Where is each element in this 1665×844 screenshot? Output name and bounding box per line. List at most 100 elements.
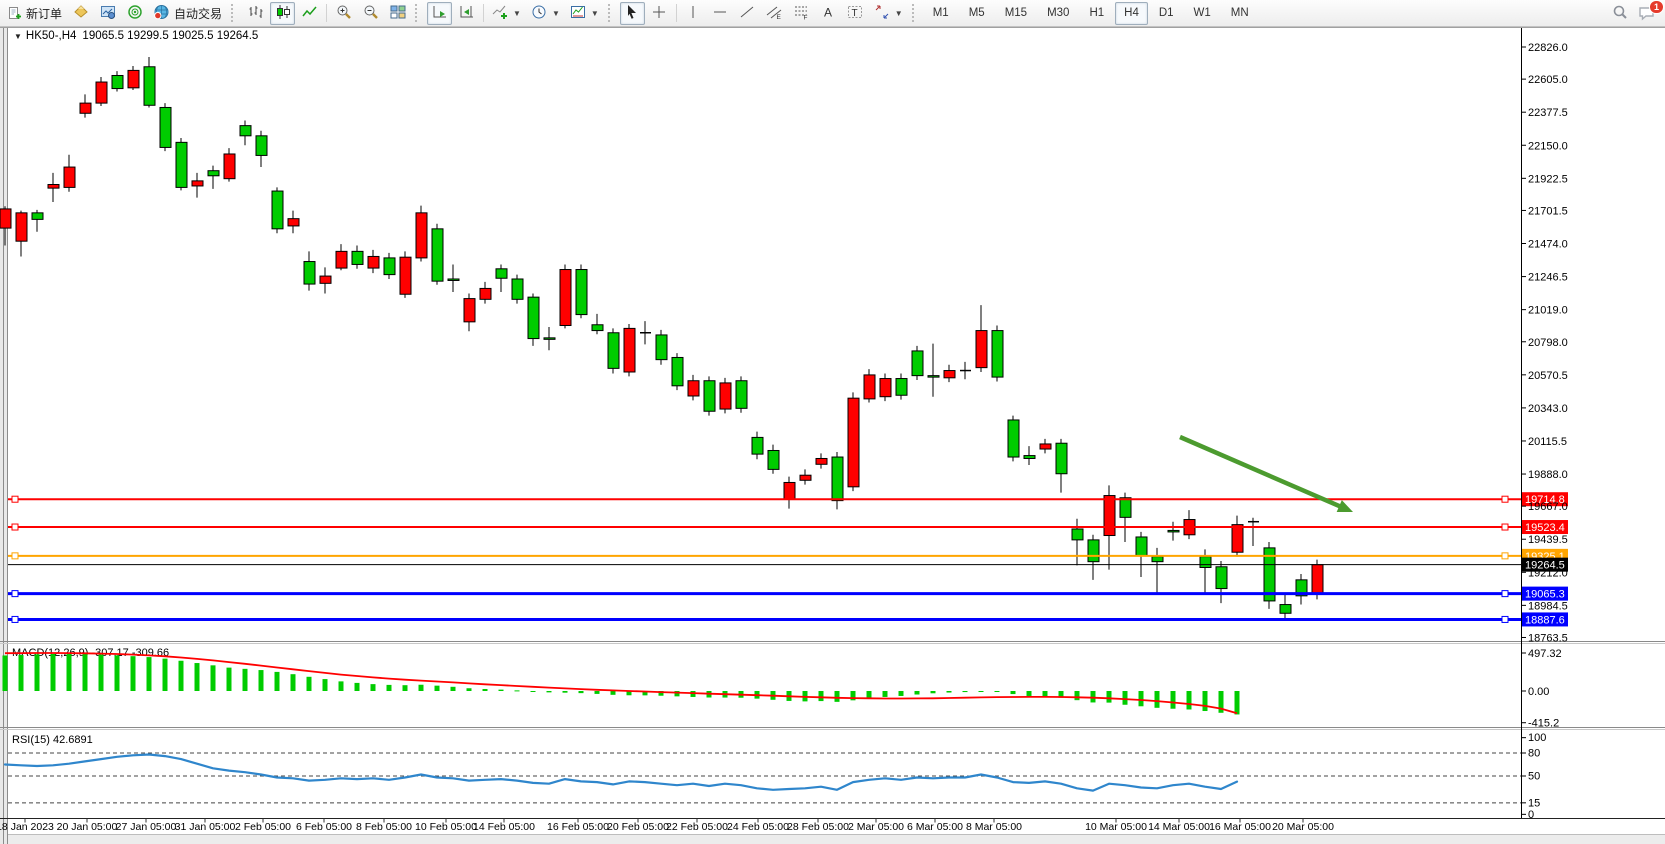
chart-shift-icon <box>459 4 475 23</box>
chevron-down-icon: ▼ <box>513 8 521 18</box>
svg-text:19523.4: 19523.4 <box>1525 522 1565 534</box>
svg-text:22377.5: 22377.5 <box>1528 107 1568 119</box>
templates-button[interactable]: ▼ <box>566 2 603 25</box>
symbols-button[interactable] <box>68 2 93 25</box>
tile-windows-button[interactable] <box>385 2 410 25</box>
channel-icon: E <box>766 4 782 23</box>
bar-chart-button[interactable] <box>243 2 268 25</box>
vertical-line-button[interactable] <box>681 2 706 25</box>
search-icon <box>1612 4 1628 23</box>
svg-text:F: F <box>804 14 808 20</box>
toolbar-separator <box>483 4 485 22</box>
text-icon: A <box>821 4 835 23</box>
new-order-label: 新订单 <box>26 6 63 21</box>
indicators-button[interactable]: ▼ <box>488 2 525 25</box>
auto-trading-icon <box>153 4 170 23</box>
svg-text:20 Jan 05:00: 20 Jan 05:00 <box>57 821 118 833</box>
tab-timeframe-H1[interactable]: H1 <box>1080 2 1113 25</box>
symbols-icon <box>73 4 89 23</box>
text-button[interactable]: A <box>816 2 841 25</box>
templates-icon <box>570 4 586 23</box>
market-watch-button[interactable] <box>95 2 120 25</box>
zoom-out-icon <box>363 4 379 23</box>
tab-timeframe-H4[interactable]: H4 <box>1115 1 1148 25</box>
toolbar-grip <box>607 4 614 22</box>
clock-icon <box>531 4 547 23</box>
svg-text:22 Feb 05:00: 22 Feb 05:00 <box>666 821 728 833</box>
svg-text:19888.0: 19888.0 <box>1528 469 1568 481</box>
periods-button[interactable]: ▼ <box>527 2 564 25</box>
tab-timeframe-D1[interactable]: D1 <box>1150 2 1183 25</box>
line-chart-icon <box>301 4 318 23</box>
notification-badge: 1 <box>1648 0 1664 14</box>
svg-text:18887.6: 18887.6 <box>1525 614 1565 626</box>
chevron-down-icon: ▼ <box>894 8 903 18</box>
svg-text:8 Feb 05:00: 8 Feb 05:00 <box>356 821 412 833</box>
toolbar-separator <box>675 4 677 22</box>
svg-text:31 Jan 05:00: 31 Jan 05:00 <box>175 821 236 833</box>
chart-shift-button[interactable] <box>454 2 479 25</box>
zoom-out-button[interactable] <box>358 2 383 25</box>
auto-trading-button[interactable]: 自动交易 <box>149 2 226 25</box>
toolbar-separator <box>326 4 328 22</box>
svg-text:21019.0: 21019.0 <box>1528 305 1568 317</box>
crosshair-icon <box>651 4 667 23</box>
fibonacci-button[interactable]: F <box>789 2 814 25</box>
svg-text:8 Mar 05:00: 8 Mar 05:00 <box>966 821 1022 833</box>
cursor-button[interactable] <box>619 1 645 25</box>
svg-text:-415.2: -415.2 <box>1528 718 1559 730</box>
svg-text:21246.5: 21246.5 <box>1528 272 1568 284</box>
tab-timeframe-MN[interactable]: MN <box>1222 2 1258 25</box>
svg-text:19264.5: 19264.5 <box>1525 560 1565 572</box>
svg-text:15: 15 <box>1528 797 1540 809</box>
crosshair-button[interactable] <box>647 2 672 25</box>
tab-timeframe-M30[interactable]: M30 <box>1038 2 1078 25</box>
svg-text:18984.5: 18984.5 <box>1528 600 1568 612</box>
text-label-icon: T <box>847 4 863 23</box>
zoom-in-button[interactable] <box>331 2 356 25</box>
tab-timeframe-M5[interactable]: M5 <box>960 2 994 25</box>
toolbar-grip <box>911 4 918 22</box>
market-watch-icon <box>100 4 116 23</box>
text-label-button[interactable]: T <box>843 2 868 25</box>
svg-text:16 Feb 05:00: 16 Feb 05:00 <box>547 821 609 833</box>
trendline-button[interactable] <box>735 2 760 25</box>
data-window-button[interactable] <box>122 2 147 25</box>
tab-timeframe-M1[interactable]: M1 <box>924 2 958 25</box>
svg-text:100: 100 <box>1528 732 1546 744</box>
trendline-icon <box>739 4 755 23</box>
svg-text:497.32: 497.32 <box>1528 648 1562 660</box>
horizontal-line-button[interactable] <box>708 2 733 25</box>
auto-scroll-icon <box>432 4 448 23</box>
arrows-button[interactable]: ▼ <box>870 2 907 25</box>
svg-text:19212.0: 19212.0 <box>1528 567 1568 579</box>
vertical-line-icon <box>685 4 701 23</box>
notifications-button[interactable]: 1 <box>1634 0 1664 25</box>
toolbar: 新订单 自动交易 ▼ ▼ ▼ <box>0 0 1665 27</box>
svg-text:16 Mar 05:00: 16 Mar 05:00 <box>1209 821 1271 833</box>
chat-icon: 1 <box>1638 0 1664 21</box>
svg-text:0: 0 <box>1528 809 1534 821</box>
tab-timeframe-W1[interactable]: W1 <box>1185 2 1220 25</box>
new-order-button[interactable]: 新订单 <box>3 2 66 25</box>
svg-text:19714.8: 19714.8 <box>1525 494 1565 506</box>
search-button[interactable] <box>1607 2 1632 25</box>
new-order-icon <box>7 6 22 21</box>
candlestick-chart-button[interactable] <box>270 1 296 25</box>
data-window-icon <box>127 4 143 23</box>
svg-text:27 Jan 05:00: 27 Jan 05:00 <box>116 821 177 833</box>
line-chart-button[interactable] <box>297 2 322 25</box>
svg-text:14 Feb 05:00: 14 Feb 05:00 <box>473 821 535 833</box>
svg-text:20 Feb 05:00: 20 Feb 05:00 <box>607 821 669 833</box>
candlestick-chart-icon <box>275 4 291 23</box>
svg-text:21474.0: 21474.0 <box>1528 239 1568 251</box>
svg-text:19439.5: 19439.5 <box>1528 534 1568 546</box>
svg-text:10 Feb 05:00: 10 Feb 05:00 <box>415 821 477 833</box>
svg-text:19065.3: 19065.3 <box>1525 589 1565 601</box>
svg-text:E: E <box>777 14 782 20</box>
auto-scroll-button[interactable] <box>427 1 453 25</box>
svg-text:20115.5: 20115.5 <box>1528 436 1567 448</box>
equidistant-channel-button[interactable]: E <box>762 2 787 25</box>
tab-timeframe-M15[interactable]: M15 <box>996 2 1036 25</box>
